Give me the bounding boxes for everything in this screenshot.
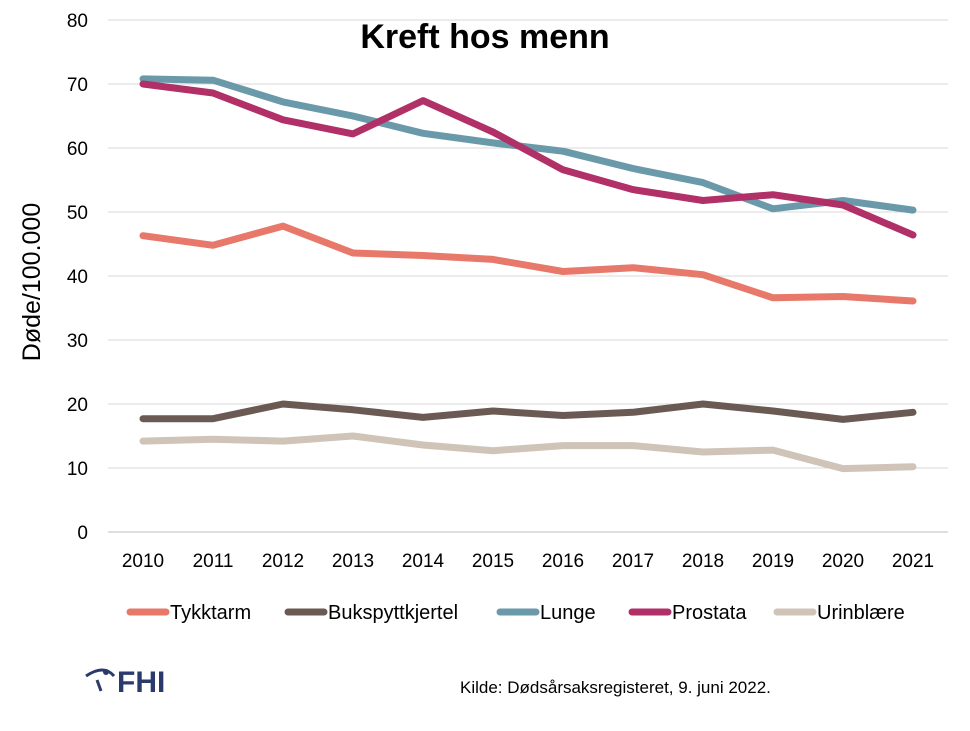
y-tick-label: 50 xyxy=(67,203,88,224)
legend: Tykktarm Bukspyttkjertel Lunge Prostata Urin… xyxy=(126,602,905,624)
x-tick-label: 2012 xyxy=(262,551,304,572)
x-tick-label: 2021 xyxy=(892,551,934,572)
fhi-logo: FHI xyxy=(85,666,165,699)
legend-label: Tykktarm xyxy=(170,602,251,624)
logo-text: FHI xyxy=(117,666,165,699)
x-tick-label: 2016 xyxy=(542,551,584,572)
legend-label: Lunge xyxy=(540,602,596,624)
legend-item-lunge: Lunge xyxy=(496,602,596,624)
y-tick-label: 80 xyxy=(67,11,88,32)
x-tick-label: 2015 xyxy=(472,551,514,572)
series-line-tykktarm xyxy=(139,222,917,305)
source-note: Kilde: Dødsårsaksregisteret, 9. juni 202… xyxy=(460,678,771,697)
x-tick-label: 2013 xyxy=(332,551,374,572)
series-line-urinblære xyxy=(139,432,917,473)
legend-item-bukspyttkjertel: Bukspyttkjertel xyxy=(284,602,458,624)
legend-item-prostata: Prostata xyxy=(628,602,747,624)
x-axis-ticks: 2010 2011 2012 2013 2014 2015 2016 2017 2018 2019… xyxy=(122,551,934,572)
y-axis-ticks: 0 10 20 30 40 50 60 70 80 xyxy=(67,11,88,544)
series-line-bukspyttkjertel xyxy=(139,400,917,423)
y-tick-label: 0 xyxy=(77,523,88,544)
y-tick-label: 10 xyxy=(67,459,88,480)
y-tick-label: 20 xyxy=(67,395,88,416)
y-tick-label: 40 xyxy=(67,267,88,288)
x-tick-label: 2020 xyxy=(822,551,864,572)
y-tick-label: 60 xyxy=(67,139,88,160)
x-tick-label: 2014 xyxy=(402,551,445,572)
x-tick-label: 2018 xyxy=(682,551,724,572)
chart-title: Kreft hos menn xyxy=(360,18,609,56)
x-tick-label: 2010 xyxy=(122,551,164,572)
y-axis-label: Døde/100.000 xyxy=(18,203,46,361)
series-line-prostata xyxy=(139,80,917,239)
series-lines xyxy=(139,75,917,473)
legend-label: Bukspyttkjertel xyxy=(328,602,458,624)
x-tick-label: 2017 xyxy=(612,551,654,572)
y-tick-label: 70 xyxy=(67,75,88,96)
y-tick-label: 30 xyxy=(67,331,88,352)
legend-label: Urinblære xyxy=(817,602,905,624)
legend-item-urinblære: Urinblære xyxy=(773,602,905,624)
legend-label: Prostata xyxy=(672,602,747,624)
gridlines xyxy=(108,19,948,533)
x-tick-label: 2011 xyxy=(193,551,234,572)
series-line-lunge xyxy=(139,75,917,214)
legend-item-tykktarm: Tykktarm xyxy=(126,602,251,624)
x-tick-label: 2019 xyxy=(752,551,794,572)
